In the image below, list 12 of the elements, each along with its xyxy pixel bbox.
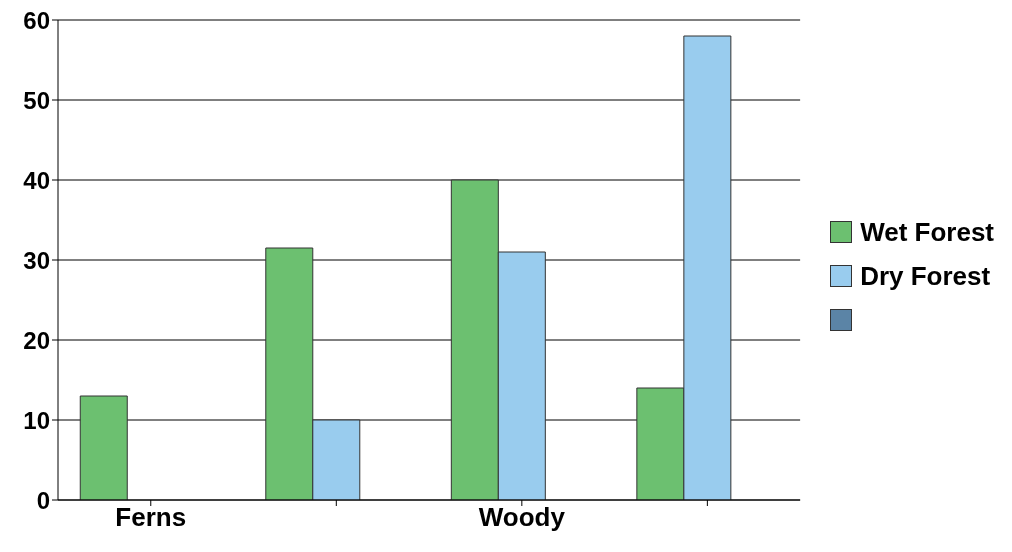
y-tick-label: 0 — [36, 486, 50, 514]
y-tick-label: 60 — [23, 6, 50, 34]
x-tick-label: Woody — [478, 502, 566, 533]
y-tick-label: 40 — [23, 166, 50, 194]
y-tick-label: 30 — [23, 246, 50, 274]
x-tick-label: Ferns — [115, 502, 187, 533]
y-tick-label: 10 — [23, 406, 50, 434]
legend-label: Wet Forest — [860, 216, 994, 248]
legend-label: Dry Forest — [860, 260, 991, 292]
y-tick-label: 20 — [23, 326, 50, 354]
bar — [79, 395, 128, 500]
y-tick-label: 50 — [23, 86, 50, 114]
